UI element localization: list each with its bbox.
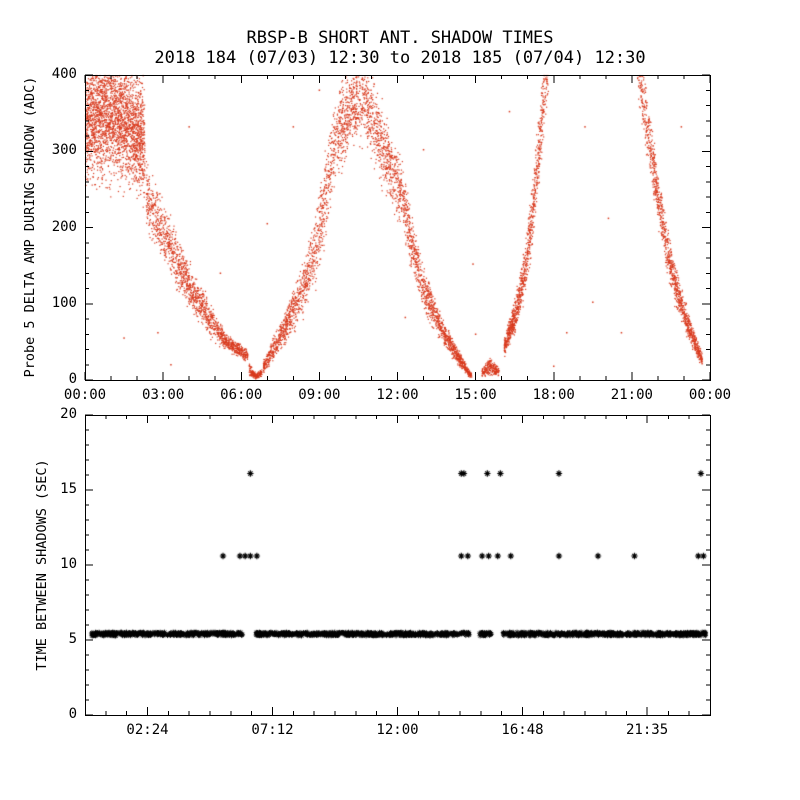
y-axis-label-bottom: TIME BETWEEN SHADOWS (SEC) xyxy=(34,459,50,671)
y-axis-label-top: Probe 5 DELTA AMP DURING SHADOW (ADC) xyxy=(22,76,38,378)
